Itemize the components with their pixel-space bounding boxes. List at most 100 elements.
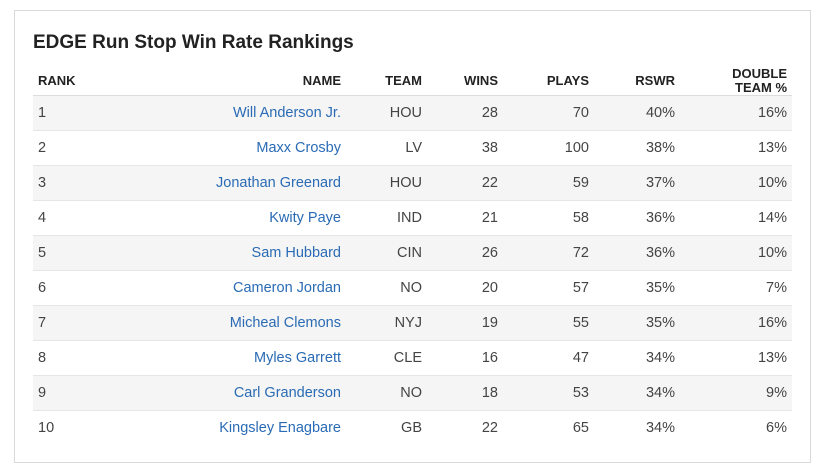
team-cell: IND — [346, 200, 427, 236]
rswr-cell: 36% — [594, 200, 680, 236]
rank-cell: 4 — [33, 200, 138, 236]
column-header-team[interactable]: TEAM — [346, 67, 427, 96]
player-name-link[interactable]: Jonathan Greenard — [216, 175, 341, 191]
wins-cell: 18 — [427, 375, 503, 411]
team-cell: HOU — [346, 165, 427, 201]
column-header-double-team[interactable]: DOUBLE TEAM % — [680, 67, 792, 96]
column-header-name[interactable]: NAME — [138, 67, 346, 96]
plays-cell: 100 — [503, 130, 594, 166]
double-team-cell: 14% — [680, 200, 792, 236]
table-row: 7 Micheal Clemons NYJ 19 55 35% 16% — [33, 305, 792, 341]
rank-cell: 10 — [33, 410, 138, 445]
team-cell: HOU — [346, 95, 427, 131]
wins-cell: 28 — [427, 95, 503, 131]
player-name-link[interactable]: Micheal Clemons — [229, 315, 341, 331]
rank-cell: 3 — [33, 165, 138, 201]
table-row: 1 Will Anderson Jr. HOU 28 70 40% 16% — [33, 95, 792, 131]
player-name-link[interactable]: Sam Hubbard — [251, 245, 341, 261]
table-row: 9 Carl Granderson NO 18 53 34% 9% — [33, 375, 792, 411]
table-row: 5 Sam Hubbard CIN 26 72 36% 10% — [33, 235, 792, 271]
rank-cell: 8 — [33, 340, 138, 376]
wins-cell: 16 — [427, 340, 503, 376]
rankings-body: 1 Will Anderson Jr. HOU 28 70 40% 16% 2 Maxx Cro… — [33, 95, 792, 445]
rankings-card: EDGE Run Stop Win Rate Rankings RANK NAM… — [14, 10, 811, 463]
rank-cell: 9 — [33, 375, 138, 411]
plays-cell: 70 — [503, 95, 594, 131]
double-team-cell: 13% — [680, 130, 792, 166]
rswr-cell: 38% — [594, 130, 680, 166]
team-cell: NO — [346, 270, 427, 306]
wins-cell: 21 — [427, 200, 503, 236]
wins-cell: 19 — [427, 305, 503, 341]
team-cell: CIN — [346, 235, 427, 271]
column-header-rank[interactable]: RANK — [33, 67, 138, 96]
table-row: 4 Kwity Paye IND 21 58 36% 14% — [33, 200, 792, 236]
team-cell: CLE — [346, 340, 427, 376]
rswr-cell: 34% — [594, 340, 680, 376]
name-cell: Maxx Crosby — [138, 130, 346, 166]
column-header-rswr[interactable]: RSWR — [594, 67, 680, 96]
plays-cell: 59 — [503, 165, 594, 201]
rswr-cell: 34% — [594, 375, 680, 411]
name-cell: Jonathan Greenard — [138, 165, 346, 201]
double-team-cell: 9% — [680, 375, 792, 411]
table-title: EDGE Run Stop Win Rate Rankings — [33, 32, 354, 53]
name-cell: Sam Hubbard — [138, 235, 346, 271]
rank-cell: 5 — [33, 235, 138, 271]
rswr-cell: 36% — [594, 235, 680, 271]
plays-cell: 72 — [503, 235, 594, 271]
table-row: 6 Cameron Jordan NO 20 57 35% 7% — [33, 270, 792, 306]
name-cell: Carl Granderson — [138, 375, 346, 411]
player-name-link[interactable]: Myles Garrett — [253, 350, 341, 366]
name-cell: Kingsley Enagbare — [138, 410, 346, 445]
column-header-wins[interactable]: WINS — [427, 67, 503, 96]
team-cell: NYJ — [346, 305, 427, 341]
double-team-header-line1: DOUBLE — [732, 66, 787, 81]
name-cell: Will Anderson Jr. — [138, 95, 346, 131]
team-cell: LV — [346, 130, 427, 166]
header-row: RANK NAME TEAM WINS PLAYS RSWR DOUBLE TE… — [33, 67, 792, 96]
rank-cell: 7 — [33, 305, 138, 341]
double-team-cell: 16% — [680, 305, 792, 341]
plays-cell: 47 — [503, 340, 594, 376]
player-name-link[interactable]: Kingsley Enagbare — [219, 420, 341, 436]
double-team-cell: 7% — [680, 270, 792, 306]
double-team-cell: 6% — [680, 410, 792, 445]
name-cell: Cameron Jordan — [138, 270, 346, 306]
player-name-link[interactable]: Cameron Jordan — [233, 280, 341, 296]
rank-cell: 2 — [33, 130, 138, 166]
table-row: 2 Maxx Crosby LV 38 100 38% 13% — [33, 130, 792, 166]
column-header-plays[interactable]: PLAYS — [503, 67, 594, 96]
plays-cell: 65 — [503, 410, 594, 445]
rswr-cell: 37% — [594, 165, 680, 201]
double-team-cell: 13% — [680, 340, 792, 376]
plays-cell: 57 — [503, 270, 594, 306]
name-cell: Micheal Clemons — [138, 305, 346, 341]
table-row: 3 Jonathan Greenard HOU 22 59 37% 10% — [33, 165, 792, 201]
player-name-link[interactable]: Kwity Paye — [269, 210, 341, 226]
rswr-cell: 35% — [594, 270, 680, 306]
plays-cell: 55 — [503, 305, 594, 341]
rswr-cell: 34% — [594, 410, 680, 445]
wins-cell: 26 — [427, 235, 503, 271]
player-name-link[interactable]: Will Anderson Jr. — [233, 105, 341, 121]
table-row: 8 Myles Garrett CLE 16 47 34% 13% — [33, 340, 792, 376]
player-name-link[interactable]: Carl Granderson — [233, 385, 341, 401]
double-team-cell: 10% — [680, 235, 792, 271]
rank-cell: 6 — [33, 270, 138, 306]
rank-cell: 1 — [33, 95, 138, 131]
team-cell: NO — [346, 375, 427, 411]
double-team-cell: 16% — [680, 95, 792, 131]
team-cell: GB — [346, 410, 427, 445]
name-cell: Myles Garrett — [138, 340, 346, 376]
player-name-link[interactable]: Maxx Crosby — [256, 140, 341, 156]
wins-cell: 20 — [427, 270, 503, 306]
rswr-cell: 40% — [594, 95, 680, 131]
wins-cell: 22 — [427, 165, 503, 201]
plays-cell: 53 — [503, 375, 594, 411]
name-cell: Kwity Paye — [138, 200, 346, 236]
wins-cell: 38 — [427, 130, 503, 166]
double-team-cell: 10% — [680, 165, 792, 201]
rswr-cell: 35% — [594, 305, 680, 341]
wins-cell: 22 — [427, 410, 503, 445]
